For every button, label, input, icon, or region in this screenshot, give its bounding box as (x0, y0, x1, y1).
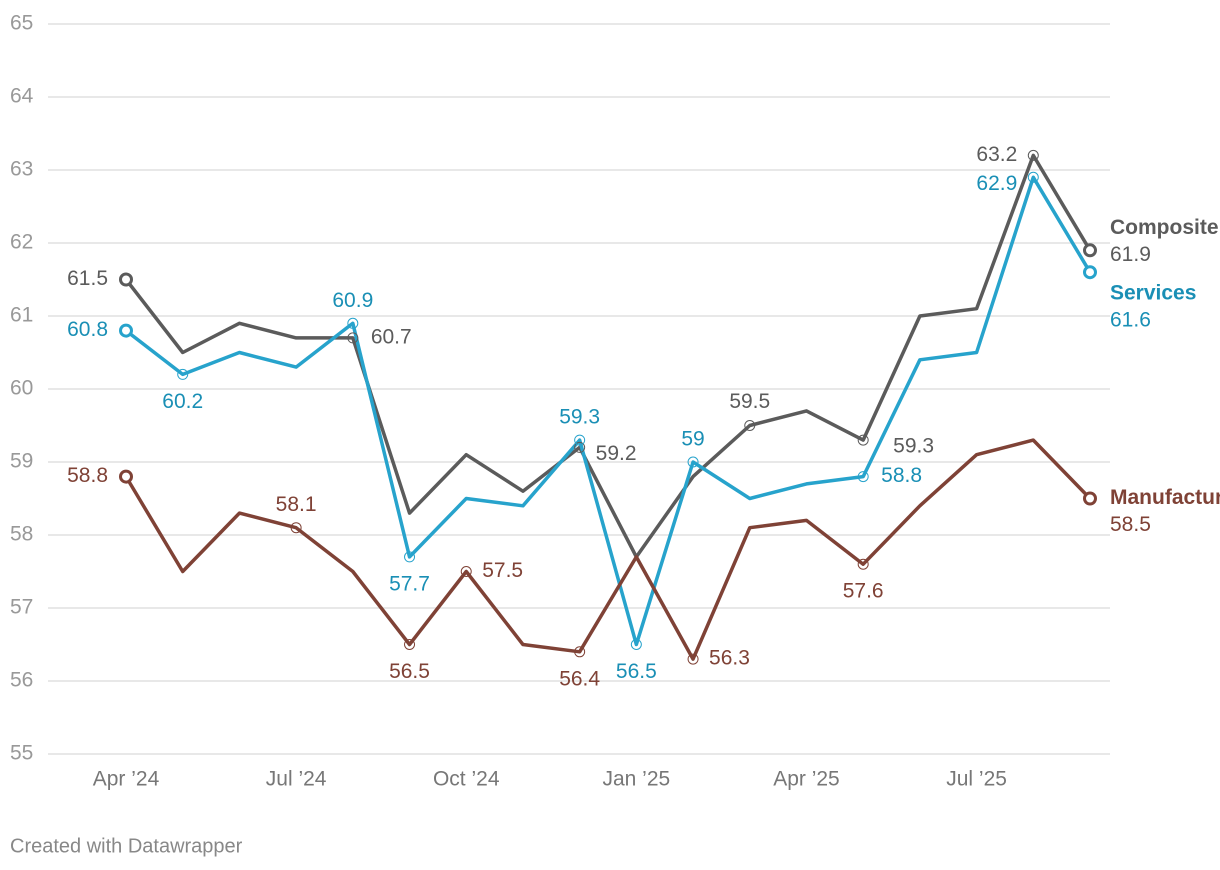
data-label: 56.5 (389, 660, 430, 683)
y-tick-label: 63 (10, 158, 33, 181)
y-tick-label: 61 (10, 304, 33, 327)
data-label: 57.6 (843, 580, 884, 603)
point-marker (290, 522, 302, 534)
point-marker (574, 434, 586, 446)
credit: Created with Datawrapper (10, 835, 243, 857)
data-label: 58.5 (1110, 513, 1151, 536)
end-marker (1083, 265, 1097, 280)
data-label: 63.2 (976, 143, 1017, 166)
end-marker (1083, 243, 1097, 258)
point-marker (687, 653, 699, 665)
series-line (124, 175, 1092, 647)
data-label: 58.1 (276, 493, 317, 516)
y-tick-label: 65 (10, 12, 33, 35)
point-marker (630, 639, 642, 650)
point-marker (687, 456, 699, 468)
data-label: 60.9 (332, 289, 373, 312)
data-label: 57.7 (389, 572, 430, 595)
data-label: 56.4 (559, 667, 600, 690)
series-label: Services (1110, 282, 1196, 305)
end-marker (119, 469, 133, 484)
data-label: 61.6 (1110, 309, 1151, 332)
y-tick-label: 57 (10, 596, 33, 619)
series-line (124, 438, 1092, 661)
y-tick-label: 59 (10, 450, 33, 473)
data-label: 61.5 (67, 267, 108, 290)
end-marker (119, 323, 133, 338)
x-tick-label: Jan ’25 (602, 768, 670, 791)
data-label: 56.3 (709, 647, 750, 670)
data-label: 59.3 (893, 435, 934, 458)
data-label: 56.5 (616, 660, 657, 683)
point-marker (347, 317, 359, 329)
data-label: 59.2 (596, 442, 637, 465)
y-tick-label: 64 (10, 85, 34, 108)
data-label: 59 (681, 428, 704, 451)
y-tick-label: 56 (10, 669, 33, 692)
data-label: 60.2 (162, 390, 203, 413)
point-marker (404, 551, 416, 563)
data-label: 60.7 (371, 325, 412, 348)
series-label: Manufacturing (1110, 486, 1220, 509)
y-tick-label: 58 (10, 523, 33, 546)
data-label: 59.5 (729, 390, 770, 413)
point-marker (460, 566, 472, 577)
point-marker (177, 368, 189, 380)
point-marker (404, 639, 416, 650)
end-marker (1083, 491, 1097, 506)
x-tick-label: Apr ’25 (773, 768, 840, 791)
y-tick-label: 62 (10, 231, 33, 254)
data-label: 59.3 (559, 406, 600, 429)
y-tick-label: 60 (10, 377, 33, 400)
point-marker (1027, 149, 1039, 161)
data-label: 62.9 (976, 172, 1017, 195)
data-label: 57.5 (482, 559, 523, 582)
point-marker (857, 558, 869, 570)
point-marker (347, 332, 359, 344)
data-label: 60.8 (67, 318, 108, 341)
point-marker (744, 420, 756, 431)
data-label: 61.9 (1110, 243, 1151, 266)
point-marker (1027, 171, 1039, 183)
x-tick-label: Jul ’25 (946, 768, 1007, 791)
x-tick-label: Oct ’24 (433, 768, 500, 791)
data-label: 58.8 (881, 464, 922, 487)
series-line (124, 153, 1092, 559)
point-marker (574, 441, 586, 453)
x-tick-label: Apr ’24 (93, 768, 160, 791)
x-tick-label: Jul ’24 (266, 768, 327, 791)
point-marker (857, 471, 869, 483)
series-label: Composite (1110, 216, 1219, 239)
end-marker (119, 272, 133, 287)
data-label: 58.8 (67, 464, 108, 487)
point-marker (857, 434, 869, 446)
point-marker (574, 646, 586, 658)
y-tick-label: 55 (10, 742, 33, 765)
